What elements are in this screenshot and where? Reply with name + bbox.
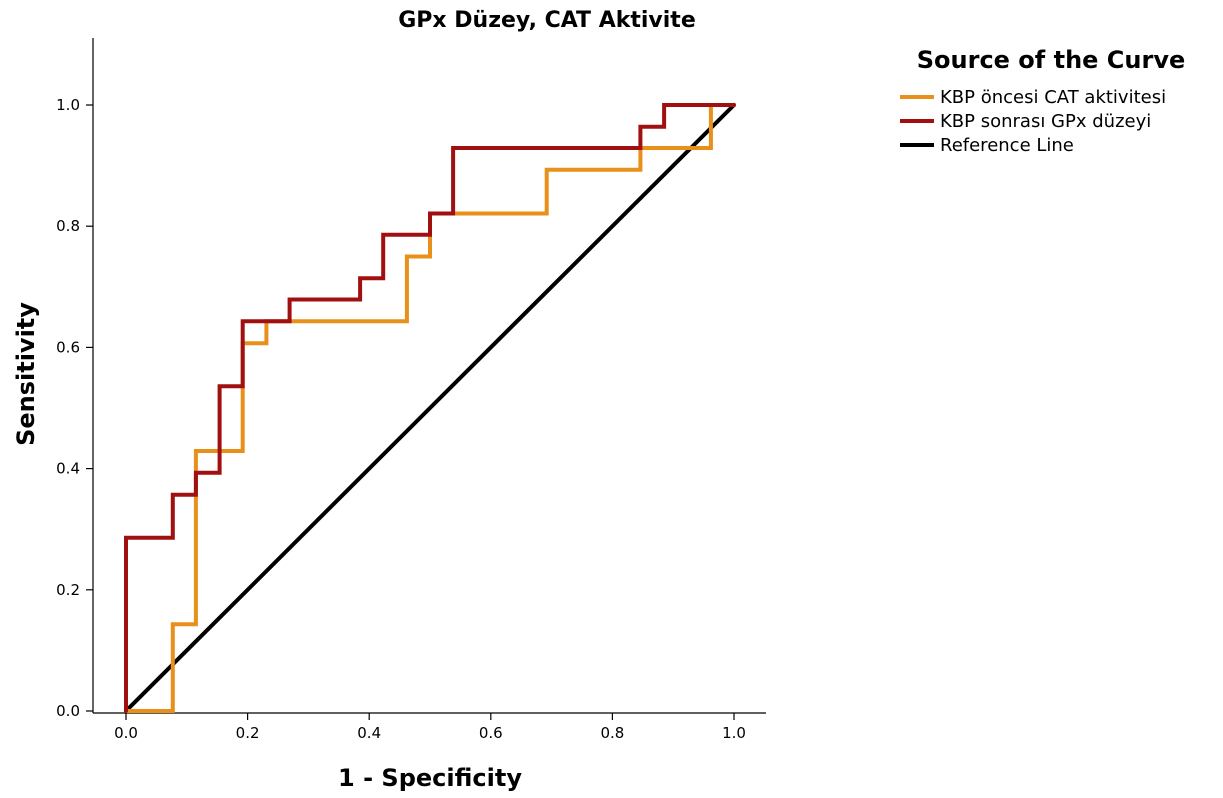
- y-tick-label: 0.6: [56, 338, 80, 356]
- series-3-line: [124, 103, 736, 713]
- series-2-line: [124, 103, 736, 713]
- y-tick-label: 1.0: [56, 96, 80, 114]
- y-tick-label: 0.0: [56, 702, 80, 720]
- legend-label: KBP öncesi CAT aktivitesi: [940, 87, 1166, 108]
- x-tick-label: 0.0: [114, 724, 138, 742]
- y-ticks: 0.0 0.2 0.4 0.6 0.8 1.0: [56, 96, 93, 720]
- x-tick-label: 1.0: [722, 724, 746, 742]
- legend: Source of the Curve KBP öncesi CAT aktiv…: [900, 46, 1185, 156]
- plot-area: 0.0 0.2 0.4 0.6 0.8 1.0 0.0 0.2 0.4 0.6 0.8 1.0: [56, 38, 766, 742]
- x-tick-label: 0.6: [479, 724, 503, 742]
- x-ticks: 0.0 0.2 0.4 0.6 0.8 1.0: [114, 713, 746, 742]
- series-lines: [124, 103, 736, 713]
- y-axis-label: Sensitivity: [12, 302, 40, 446]
- x-tick-label: 0.8: [600, 724, 624, 742]
- series-1-line: [124, 103, 736, 713]
- legend-items: KBP öncesi CAT aktivitesi KBP sonrası GPx…: [900, 87, 1166, 156]
- x-tick-label: 0.2: [236, 724, 260, 742]
- legend-label: Reference Line: [940, 135, 1074, 156]
- y-tick-label: 0.2: [56, 581, 80, 599]
- chart-title: GPx Düzey, CAT Aktivite: [398, 8, 696, 33]
- legend-title: Source of the Curve: [917, 46, 1186, 74]
- x-tick-label: 0.4: [357, 724, 381, 742]
- x-axis-label: 1 - Specificity: [338, 764, 522, 792]
- legend-label: KBP sonrası GPx düzeyi: [940, 111, 1151, 132]
- y-tick-label: 0.4: [56, 460, 80, 478]
- y-tick-label: 0.8: [56, 217, 80, 235]
